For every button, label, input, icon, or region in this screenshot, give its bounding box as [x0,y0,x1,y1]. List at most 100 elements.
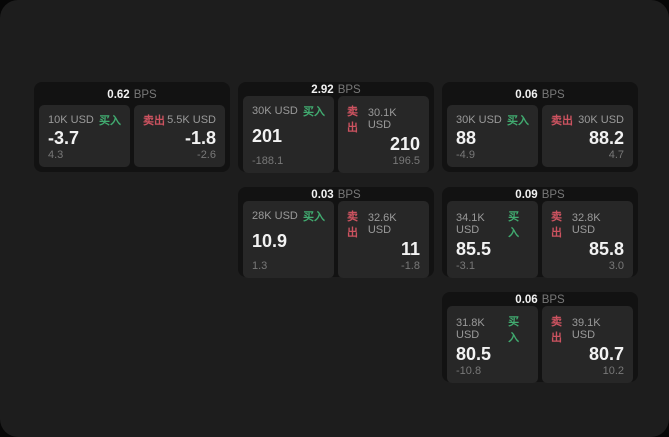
quote-tiles: 10K USD 买入 -3.7 4.3 卖出 5.5K USD -1.8 -2.… [39,105,225,167]
buy-tile-header: 31.8K USD 买入 [456,313,529,345]
sell-tile[interactable]: 卖出 39.1K USD 80.7 10.2 [542,306,633,383]
sell-tile[interactable]: 卖出 30.1K USD 210 196.5 [338,96,429,173]
bps-suffix-label: BPS [337,189,361,201]
sell-price: 11 [400,239,420,259]
buy-tile-header: 30K USD 买入 [252,103,325,119]
sell-price: 210 [389,134,420,154]
buy-amount-label: 31.8K USD [456,317,485,341]
quote-card: 0.62 BPS 10K USD 买入 -3.7 4.3 卖出 5.5K USD… [34,82,230,172]
quote-tiles: 34.1K USD 买入 85.5 -3.1 卖出 32.8K USD 85.8… [447,201,633,278]
sell-delta: -1.8 [401,259,420,272]
bps-value: 0.06 [515,294,538,306]
sell-amount-label: 32.6K USD [367,212,397,236]
quote-tiles: 30K USD 买入 88 -4.9 卖出 30K USD 88.2 4.7 [447,105,633,167]
sell-tile-header: 卖出 30K USD [551,112,624,128]
buy-tile[interactable]: 31.8K USD 买入 80.5 -10.8 [447,306,538,383]
sell-tile-header: 卖出 32.8K USD [551,208,624,240]
bps-suffix-label: BPS [541,294,565,306]
buy-delta: -10.8 [456,364,482,377]
buy-tile[interactable]: 28K USD 买入 10.9 1.3 [243,201,334,278]
quote-card: 0.06 BPS 30K USD 买入 88 -4.9 卖出 30K USD 8… [442,82,638,172]
sell-side-label: 卖出 [551,115,573,127]
buy-price: 80.5 [456,344,492,364]
bps-value: 2.92 [311,84,334,96]
sell-tile[interactable]: 卖出 32.8K USD 85.8 3.0 [542,201,633,278]
sell-tile-header: 卖出 32.6K USD [347,208,420,240]
sell-tile-header: 卖出 30.1K USD [347,103,420,135]
buy-delta: -188.1 [252,154,284,167]
buy-delta: 1.3 [252,259,268,272]
sell-amount-label: 32.8K USD [571,212,601,236]
bps-header: 0.06 BPS [447,84,633,105]
buy-tile-header: 30K USD 买入 [456,112,529,128]
sell-side-label: 卖出 [347,106,358,134]
buy-amount-label: 28K USD [252,210,298,222]
sell-price: 85.8 [588,239,624,259]
cards-grid: 0.62 BPS 10K USD 买入 -3.7 4.3 卖出 5.5K USD… [34,82,638,383]
buy-price: 201 [252,126,283,146]
sell-side-label: 卖出 [347,211,358,239]
sell-tile[interactable]: 卖出 32.6K USD 11 -1.8 [338,201,429,278]
quote-tiles: 31.8K USD 买入 80.5 -10.8 卖出 39.1K USD 80.… [447,306,633,383]
sell-amount-label: 30.1K USD [367,107,397,131]
bps-value: 0.62 [107,88,130,101]
sell-tile-header: 卖出 5.5K USD [143,112,216,128]
bps-suffix-label: BPS [133,88,157,101]
sell-amount-label: 30K USD [578,114,624,126]
buy-tile[interactable]: 30K USD 买入 201 -188.1 [243,96,334,173]
buy-side-label: 买入 [508,211,520,239]
sell-delta: 196.5 [392,154,420,167]
sell-side-label: 卖出 [551,316,562,344]
quote-card: 0.06 BPS 31.8K USD 买入 80.5 -10.8 卖出 39.1… [442,292,638,383]
sell-tile[interactable]: 卖出 5.5K USD -1.8 -2.6 [134,105,225,167]
sell-price: -1.8 [184,127,216,148]
buy-tile[interactable]: 34.1K USD 买入 85.5 -3.1 [447,201,538,278]
sell-delta: 10.2 [602,364,624,377]
buy-tile-header: 28K USD 买入 [252,208,325,224]
buy-delta: -3.1 [456,259,475,272]
buy-side-label: 买入 [303,211,325,223]
buy-amount-label: 34.1K USD [456,212,485,236]
buy-amount-label: 10K USD [48,114,94,126]
bps-header: 0.06 BPS [447,294,633,306]
quote-card: 0.09 BPS 34.1K USD 买入 85.5 -3.1 卖出 32.8K… [442,187,638,278]
sell-tile-header: 卖出 39.1K USD [551,313,624,345]
sell-tile[interactable]: 卖出 30K USD 88.2 4.7 [542,105,633,167]
buy-amount-label: 30K USD [456,114,502,126]
bps-header: 2.92 BPS [243,84,429,96]
buy-tile-header: 34.1K USD 买入 [456,208,529,240]
sell-delta: 4.7 [608,148,624,161]
sell-amount-label: 5.5K USD [167,114,216,126]
sell-delta: 3.0 [608,259,624,272]
bps-suffix-label: BPS [541,88,565,101]
buy-side-label: 买入 [303,106,325,118]
sell-side-label: 卖出 [143,115,165,127]
bps-value: 0.09 [515,189,538,201]
buy-price: -3.7 [48,127,80,148]
bps-header: 0.03 BPS [243,189,429,201]
buy-side-label: 买入 [507,115,529,127]
buy-tile[interactable]: 30K USD 买入 88 -4.9 [447,105,538,167]
buy-delta: -4.9 [456,148,475,161]
buy-side-label: 买入 [508,316,520,344]
buy-amount-label: 30K USD [252,105,298,117]
sell-amount-label: 39.1K USD [571,317,601,341]
buy-price: 85.5 [456,239,492,259]
quote-tiles: 30K USD 买入 201 -188.1 卖出 30.1K USD 210 1… [243,96,429,173]
sell-price: 80.7 [588,344,624,364]
buy-delta: 4.3 [48,148,64,161]
bps-header: 0.62 BPS [39,84,225,105]
buy-side-label: 买入 [99,115,121,127]
quote-card: 0.03 BPS 28K USD 买入 10.9 1.3 卖出 32.6K US… [238,187,434,278]
bps-value: 0.03 [311,189,334,201]
buy-tile-header: 10K USD 买入 [48,112,121,128]
bps-header: 0.09 BPS [447,189,633,201]
buy-price: 88 [456,127,477,148]
sell-delta: -2.6 [197,148,216,161]
sell-side-label: 卖出 [551,211,562,239]
buy-tile[interactable]: 10K USD 买入 -3.7 4.3 [39,105,130,167]
sell-price: 88.2 [588,127,624,148]
quote-card: 2.92 BPS 30K USD 买入 201 -188.1 卖出 30.1K … [238,82,434,173]
quote-tiles: 28K USD 买入 10.9 1.3 卖出 32.6K USD 11 -1.8 [243,201,429,278]
